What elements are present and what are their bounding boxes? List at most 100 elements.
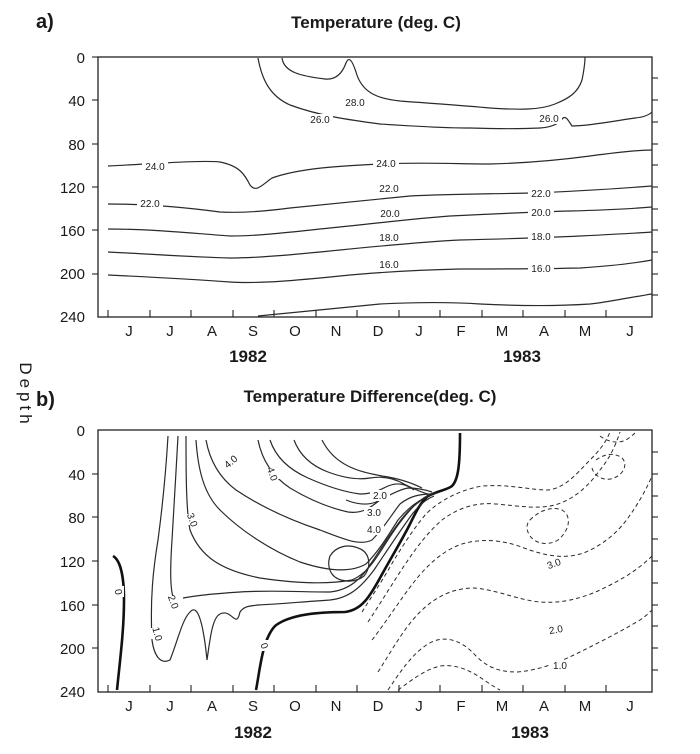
panel-b-yticks: 0 40 80 120 160 200 240 (60, 423, 85, 701)
panel-b-xtick: J (626, 698, 634, 715)
contour-label-22-c: 22.0 (531, 189, 551, 200)
panel-a-ytick: 80 (68, 137, 85, 154)
diff-contour-1 (150, 435, 435, 662)
panel-b-xtick: F (456, 698, 465, 715)
contour-label-24: 24.0 (145, 162, 165, 173)
panel-a-ytick: 120 (60, 180, 85, 197)
isotherm-24 (107, 149, 653, 189)
panel-a-xtick: J (415, 323, 423, 340)
panel-a-year-1982: 1982 (229, 347, 267, 366)
panel-b-ytick: 120 (60, 554, 85, 571)
isotherm-16 (107, 259, 653, 284)
isotherm-28 (281, 56, 586, 110)
contour-label-18-b: 18.0 (531, 232, 551, 243)
panel-b-xtick: A (207, 698, 217, 715)
diff-label-4-c: 4.0 (367, 525, 381, 536)
contour-label-22: 22.0 (140, 199, 160, 210)
diff-dash-5 (387, 609, 653, 691)
contour-label-22-b: 22.0 (379, 184, 399, 195)
panel-b-positive-contours (150, 435, 437, 662)
contour-label-24-b: 24.0 (376, 159, 396, 170)
panel-b-frame (97, 429, 653, 693)
panel-b-xtick: M (579, 698, 592, 715)
diff-label-neg-1: 1.0 (553, 661, 567, 672)
panel-b-ytick: 0 (77, 423, 85, 440)
panel-a-isotherms (107, 56, 653, 317)
panel-b-ytick: 40 (68, 467, 85, 484)
panel-b-year-1982: 1982 (234, 723, 272, 742)
panel-b-xticks: J J A S O N D J F M A M J (125, 698, 634, 715)
panel-a-xtick: A (539, 323, 549, 340)
diff-label-3-b: 3.0 (367, 508, 381, 519)
panel-a-xtick-marks (107, 310, 607, 317)
panel-b-contour-labels: 4.0 4.0 3.0 2.0 1.0 0 0 2.0 3.0 4.0 3.0 … (112, 453, 570, 672)
panel-b-xtick: M (496, 698, 509, 715)
isotherm-20 (107, 206, 653, 237)
diff-contour-11 (345, 487, 433, 505)
panel-a: a) Temperature (deg. C) 0 40 80 120 160 … (36, 11, 658, 366)
diff-label-0-b: 0 (257, 642, 269, 651)
contour-label-20-b: 20.0 (531, 208, 551, 219)
panel-a-xtick: F (456, 323, 465, 340)
contour-label-16-b: 16.0 (531, 264, 551, 275)
panel-a-xtick: M (496, 323, 509, 340)
diff-label-0-a: 0 (112, 588, 124, 596)
diff-dash-8 (591, 453, 626, 480)
diff-label-2: 2.0 (165, 594, 180, 611)
panel-a-ytick: 40 (68, 93, 85, 110)
panel-a-xticks: J J A S O N D J F M A M J (125, 323, 634, 340)
panel-a-ytick: 200 (60, 266, 85, 283)
diff-dash-7 (526, 507, 569, 544)
zero-contour-left (112, 554, 126, 691)
panel-b-label: b) (36, 389, 55, 411)
panel-b-title: Temperature Difference(deg. C) (244, 387, 497, 406)
diff-contour-9 (321, 439, 423, 489)
panel-a-title: Temperature (deg. C) (291, 13, 461, 32)
contour-label-26-b: 26.0 (539, 114, 559, 125)
panel-a-xtick: O (289, 323, 301, 340)
diff-contour-4 (195, 439, 431, 571)
panel-a-yticks: 0 40 80 120 160 200 240 (60, 50, 85, 326)
panel-a-xtick: J (125, 323, 133, 340)
panel-b-ytick: 240 (60, 684, 85, 701)
diff-dash-4 (377, 555, 653, 673)
contour-label-26: 26.0 (310, 115, 330, 126)
diff-label-3: 3.0 (184, 512, 199, 529)
panel-b: b) Temperature Difference(deg. C) 0 40 8… (36, 387, 658, 742)
diff-label-neg-3: 3.0 (546, 557, 563, 572)
panel-a-xtick: M (579, 323, 592, 340)
panel-a-year-1983: 1983 (503, 347, 541, 366)
panel-b-xtick: N (331, 698, 342, 715)
diff-dash-2 (367, 431, 621, 623)
diff-label-4-b: 4.0 (264, 466, 279, 483)
contour-label-20: 20.0 (380, 209, 400, 220)
diff-contour-8 (293, 439, 429, 495)
panel-b-xtick: J (415, 698, 423, 715)
zero-contour-main (254, 432, 462, 691)
diff-dash-3 (371, 475, 653, 641)
contour-label-18: 18.0 (379, 233, 399, 244)
panel-a-contour-labels: 28.0 26.0 26.0 24.0 24.0 22.0 22.0 22.0 … (137, 97, 562, 275)
panel-a-ytick: 0 (77, 50, 85, 67)
panel-b-xtick: J (166, 698, 174, 715)
panel-b-xtick: S (248, 698, 258, 715)
panel-b-xtick: O (289, 698, 301, 715)
panel-a-xtick: J (166, 323, 174, 340)
panel-b-negative-contours (361, 431, 653, 691)
depth-axis-label: Depth (16, 362, 35, 427)
panel-a-xtick: N (331, 323, 342, 340)
diff-contour-7 (269, 439, 415, 495)
diff-contour-2 (170, 435, 433, 601)
contour-label-28: 28.0 (345, 98, 365, 109)
panel-a-xtick: J (626, 323, 634, 340)
panel-b-xtick: D (373, 698, 384, 715)
panel-b-ytick-marks (92, 451, 658, 671)
panel-b-ytick: 200 (60, 641, 85, 658)
panel-a-label: a) (36, 11, 54, 33)
panel-a-ytick-marks (92, 56, 658, 296)
panel-b-zero-contours (112, 432, 462, 691)
isotherm-26 (257, 57, 653, 130)
diff-dash-9 (599, 431, 637, 443)
panel-a-xtick: A (207, 323, 217, 340)
isotherm-bottom (257, 293, 653, 317)
